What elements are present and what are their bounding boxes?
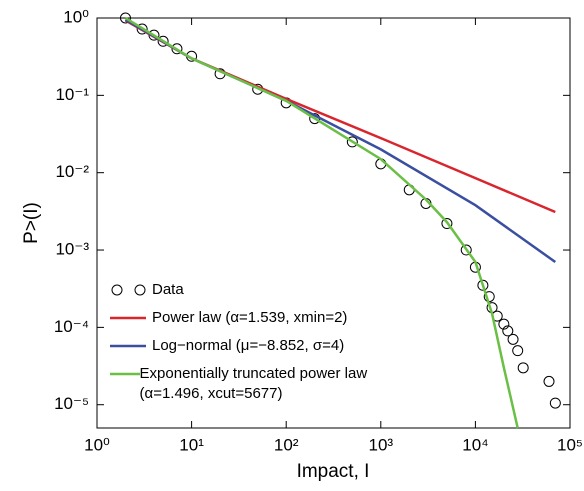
x-tick-label: 10³ <box>369 435 394 454</box>
data-point <box>517 362 529 374</box>
data-point <box>157 35 169 47</box>
legend-marker <box>134 284 146 296</box>
x-tick-label: 10² <box>274 435 299 454</box>
legend-label: Log−normal (μ=−8.852, σ=4) <box>152 337 345 354</box>
legend-label: Power law (α=1.539, xmin=2) <box>152 309 348 326</box>
x-tick-label: 10⁵ <box>557 435 583 454</box>
y-tick-label: 10⁻⁵ <box>54 394 89 413</box>
x-tick-label: 10¹ <box>179 435 204 454</box>
data-point <box>477 279 489 291</box>
data-point <box>502 325 514 337</box>
legend-marker <box>111 284 123 296</box>
data-point <box>441 218 453 230</box>
legend-symbol <box>110 372 140 376</box>
data-point <box>543 375 555 387</box>
legend-symbol <box>111 284 146 296</box>
legend-entry: Exponentially truncated power law (α=1.4… <box>108 364 408 404</box>
legend-entry: Data <box>108 280 408 300</box>
y-tick-label: 10⁻⁴ <box>54 317 89 336</box>
data-point <box>460 244 472 256</box>
plot-frame <box>96 17 571 429</box>
x-tick-label: 10⁰ <box>84 435 110 454</box>
fit-line <box>124 16 519 429</box>
data-point <box>507 333 519 345</box>
fit-line <box>124 19 556 214</box>
legend-symbol <box>110 344 146 348</box>
x-axis-label: Impact, I <box>297 461 370 482</box>
legend: Data Power law (α=1.539, xmin=2) Log−norma… <box>108 280 408 412</box>
data-point <box>171 43 183 55</box>
legend-label: Exponentially truncated power law (α=1.4… <box>139 365 368 402</box>
data-point <box>346 136 358 148</box>
plot-area <box>119 12 561 429</box>
y-axis-label: P>(I) <box>21 202 42 244</box>
legend-symbol <box>110 316 146 320</box>
y-tick-label: 10⁻¹ <box>55 85 89 104</box>
y-tick-label: 10⁻² <box>55 162 89 181</box>
data-point <box>498 318 510 330</box>
data-point <box>512 345 524 357</box>
data-point <box>119 12 131 24</box>
x-tick-label: 10⁴ <box>462 435 488 454</box>
data-point <box>136 23 148 35</box>
legend-label: Data <box>152 281 184 298</box>
y-tick-label: 10⁻³ <box>55 240 89 259</box>
y-tick-label: 10⁰ <box>63 7 89 26</box>
legend-entry: Log−normal (μ=−8.852, σ=4) <box>108 336 408 356</box>
legend-entry: Power law (α=1.539, xmin=2) <box>108 308 408 328</box>
data-point <box>549 397 561 409</box>
